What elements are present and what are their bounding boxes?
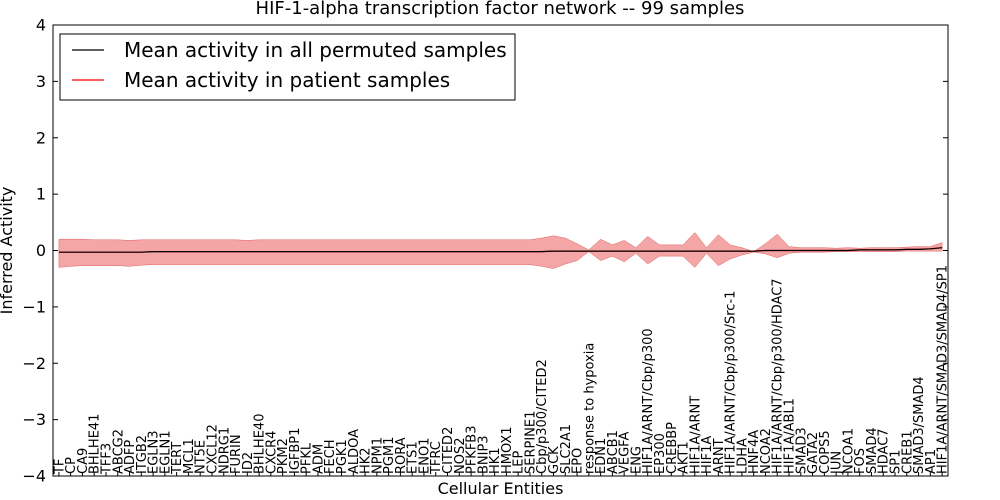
x-category-label: ETS1 bbox=[406, 441, 421, 474]
x-category-label: HK2 bbox=[359, 447, 374, 474]
y-tick-label: 3 bbox=[36, 72, 46, 91]
x-category-label: ITGB2 bbox=[135, 435, 150, 474]
x-category-label: HMOX1 bbox=[500, 426, 515, 474]
x-category-label: GCK bbox=[547, 446, 562, 474]
y-tick-label: −3 bbox=[22, 410, 46, 429]
x-category-label: ABCB1 bbox=[606, 430, 621, 474]
x-category-label: GATA2 bbox=[806, 432, 821, 474]
x-category-label: ENO1 bbox=[417, 438, 432, 474]
x-category-label: MCL1 bbox=[182, 438, 197, 474]
legend: Mean activity in all permuted samples Me… bbox=[59, 33, 516, 101]
y-tick-label: 4 bbox=[36, 16, 46, 35]
x-category-label: TF bbox=[52, 459, 67, 475]
x-category-label: HIF1A/ABL1 bbox=[783, 398, 798, 474]
x-category-label: ABCG2 bbox=[111, 429, 126, 474]
variance-band bbox=[58, 232, 943, 269]
x-category-label: NOS2 bbox=[453, 438, 468, 474]
x-category-label: CA9 bbox=[76, 448, 91, 474]
x-category-label: NT5E bbox=[194, 440, 209, 474]
x-category-label: HIF1A/ARNT/SMAD3/SMAD4/SP1 bbox=[936, 265, 951, 474]
x-category-label: SP1 bbox=[889, 450, 904, 474]
x-category-label: TERT bbox=[170, 442, 185, 475]
x-axis-labels: TFCPCA9BHLHE41TFF3ABCG2ADFPITGB2EGLN3EGL… bbox=[52, 265, 951, 476]
x-category-label: SMAD3 bbox=[794, 427, 809, 474]
x-category-label: HIF1A/ARNT/Cbp/p300/HDAC7 bbox=[771, 278, 786, 474]
x-category-label: TFRC bbox=[429, 441, 444, 475]
y-tick-label: −2 bbox=[22, 354, 46, 373]
x-category-label: PFKFB3 bbox=[465, 425, 480, 474]
x-category-label: ALDOA bbox=[347, 429, 362, 474]
x-category-label: ADFP bbox=[123, 440, 138, 474]
x-category-label: AKT1 bbox=[677, 441, 692, 474]
x-category-label: HIF1A bbox=[700, 436, 715, 474]
x-category-label: AP1 bbox=[924, 449, 939, 474]
x-category-label: SLC2A1 bbox=[559, 424, 574, 474]
x-category-label: FOS bbox=[853, 448, 868, 474]
y-tick-label: −1 bbox=[22, 297, 46, 316]
x-category-label: IGFBP1 bbox=[288, 428, 303, 474]
x-category-label: BHLHE40 bbox=[253, 414, 268, 474]
x-category-label: CXCL12 bbox=[205, 424, 220, 474]
x-category-label: HK1 bbox=[488, 447, 503, 474]
x-category-label: BHLHE41 bbox=[88, 414, 103, 474]
x-category-label: EP300 bbox=[653, 433, 668, 474]
x-category-label: CREB1 bbox=[900, 430, 915, 474]
x-category-label: Cbp/p300/CITED2 bbox=[535, 359, 550, 474]
x-category-label: SMAD3/SMAD4 bbox=[912, 376, 927, 474]
x-category-label: BNIP3 bbox=[476, 435, 491, 474]
x-category-label: VEGFA bbox=[618, 432, 633, 474]
x-category-label: ID2 bbox=[241, 452, 256, 474]
x-category-label: EPO bbox=[571, 448, 586, 474]
x-category-label: HDAC7 bbox=[877, 428, 892, 474]
x-category-label: CP bbox=[64, 457, 79, 474]
x-category-label: ENG bbox=[629, 446, 644, 474]
x-category-label: HIF1A/ARNT/Cbp/p300/Src-1 bbox=[724, 291, 739, 474]
legend-label-patient: Mean activity in patient samples bbox=[124, 68, 450, 92]
x-category-label: SMAD4 bbox=[865, 427, 880, 474]
x-category-label: FECH bbox=[323, 439, 338, 474]
x-category-label: RORA bbox=[394, 437, 409, 474]
x-category-label: ARNT bbox=[712, 438, 727, 474]
plot-area bbox=[58, 232, 943, 269]
y-tick-label: −4 bbox=[22, 467, 46, 486]
x-category-label: NCOA2 bbox=[759, 428, 774, 474]
series-line-permuted bbox=[58, 247, 943, 253]
y-tick-label: 1 bbox=[36, 185, 46, 204]
y-tick-label: 0 bbox=[36, 241, 46, 260]
x-category-label: FURIN bbox=[229, 434, 244, 474]
x-category-label: PFKL bbox=[300, 442, 315, 474]
x-category-label: PGM1 bbox=[382, 437, 397, 474]
x-category-label: PKM2 bbox=[276, 438, 291, 474]
x-category-label: HIF1A/ARNT bbox=[688, 396, 703, 474]
x-category-label: ADM bbox=[311, 444, 326, 474]
x-category-label: CXCR4 bbox=[264, 431, 279, 474]
y-axis-title: Inferred Activity bbox=[0, 187, 16, 315]
x-category-label: CITED2 bbox=[441, 427, 456, 474]
chart-title: HIF-1-alpha transcription factor network… bbox=[256, 0, 745, 19]
x-category-label: EDN1 bbox=[594, 438, 609, 474]
y-tick-label: 2 bbox=[36, 128, 46, 147]
x-category-label: response to hypoxia bbox=[582, 343, 597, 474]
x-category-label: LDHA bbox=[735, 438, 750, 474]
legend-box bbox=[59, 33, 516, 101]
x-category-label: NDRG1 bbox=[217, 427, 232, 474]
x-category-label: CREBBP bbox=[665, 422, 680, 474]
x-category-label: LEP bbox=[512, 451, 527, 474]
x-category-label: COPS5 bbox=[818, 430, 833, 474]
x-category-label: HNF4A bbox=[747, 430, 762, 474]
x-category-label: TFF3 bbox=[99, 443, 114, 475]
x-category-label: SERPINE1 bbox=[523, 411, 538, 474]
x-category-label: PGK1 bbox=[335, 439, 350, 474]
x-category-label: EGLN1 bbox=[158, 430, 173, 474]
x-category-label: HIF1A/ARNT/Cbp/p300 bbox=[641, 328, 656, 474]
x-category-label: EGLN3 bbox=[147, 430, 162, 474]
y-axis: 4 3 2 1 0 −1 −2 −3 −4 bbox=[22, 16, 948, 486]
x-category-label: NPM1 bbox=[370, 437, 385, 474]
legend-label-permuted: Mean activity in all permuted samples bbox=[124, 38, 507, 62]
x-category-label: NCOA1 bbox=[841, 428, 856, 474]
x-category-label: JUN bbox=[830, 451, 845, 475]
x-axis-title: Cellular Entities bbox=[438, 479, 564, 498]
